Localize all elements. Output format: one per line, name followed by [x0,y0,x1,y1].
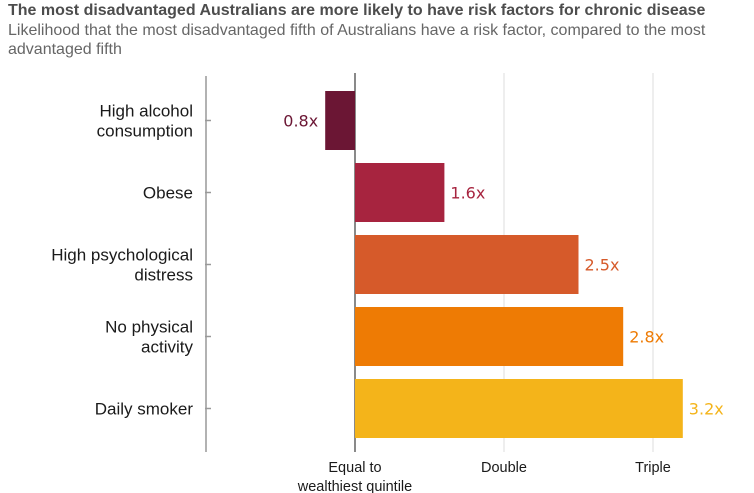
category-label: Obese [143,184,193,203]
x-tick-label: Equal to wealthiest quintile [297,460,412,493]
bar [355,307,624,366]
bar-value-label: 0.8x [283,112,318,131]
category-label: Daily smoker [95,400,194,419]
bar [355,163,445,222]
bar [355,235,579,294]
bar-value-label: 2.8x [629,328,664,347]
chart-subtitle: Likelihood that the most disadvantaged f… [8,22,706,58]
bar-value-label: 3.2x [689,400,724,419]
x-tick-label: Triple [635,460,671,476]
bar-value-label: 1.6x [450,184,485,203]
bar [325,91,355,150]
bar-value-label: 2.5x [585,256,620,275]
x-tick-label: Double [481,460,527,476]
chart-title: The most disadvantaged Australians are m… [8,2,706,19]
category-label: High alcohol consumption [97,102,193,141]
category-label: No physical activity [105,318,193,357]
bar [355,379,683,438]
category-label: High psychological distress [51,246,193,285]
